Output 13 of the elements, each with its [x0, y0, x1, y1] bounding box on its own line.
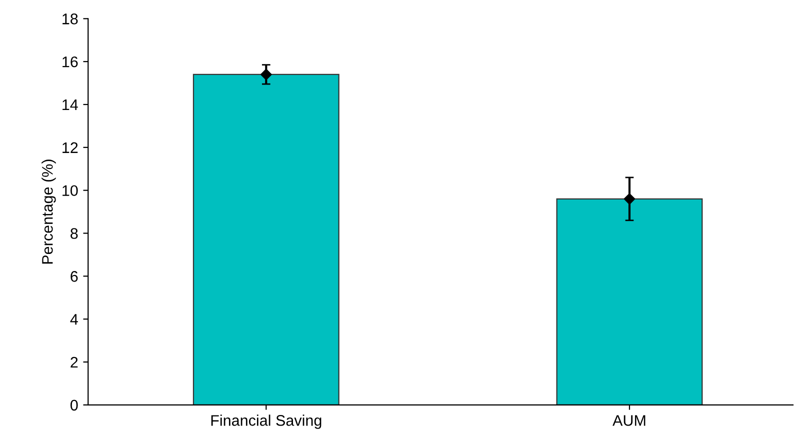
- x-tick-label: Financial Saving: [211, 414, 322, 429]
- y-tick-label: 16: [62, 56, 78, 68]
- y-axis-title: Percentage (%): [42, 160, 56, 264]
- y-tick-label: 2: [70, 356, 78, 368]
- y-tick-label: 14: [62, 100, 78, 110]
- y-tick-label: 18: [62, 14, 78, 24]
- y-tick-label: 6: [70, 271, 78, 282]
- y-tick-label: 12: [62, 142, 78, 153]
- y-tick-label: 8: [70, 228, 78, 239]
- y-tick-label: 0: [70, 400, 78, 411]
- y-tick-label: 10: [62, 185, 78, 196]
- y-tick-label: 4: [70, 314, 78, 325]
- x-tick-label: AUM: [612, 415, 646, 426]
